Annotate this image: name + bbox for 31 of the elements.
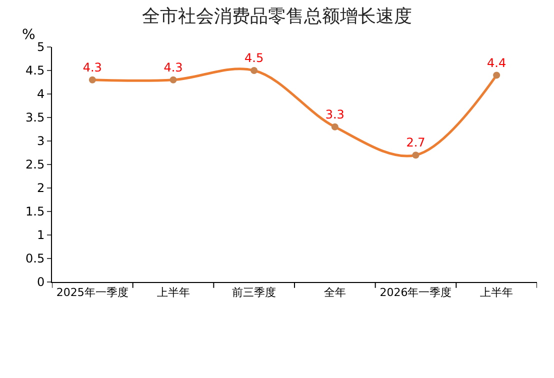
data-label: 4.3	[164, 60, 183, 75]
x-tick-label: 上半年	[156, 286, 190, 300]
data-label: 2.7	[406, 136, 426, 150]
y-tick-label: 5	[36, 40, 45, 54]
y-tick-label: 1.5	[26, 204, 45, 219]
x-tick-label: 全年	[324, 286, 346, 300]
point	[412, 152, 420, 159]
chart-title: 全市社会消费品零售总额增长速度	[142, 6, 412, 28]
point	[331, 123, 338, 130]
x-tick-label: 2025年一季度	[56, 286, 128, 300]
x-tick-label: 前三季度	[232, 286, 276, 300]
y-tick-label: 2	[36, 181, 45, 196]
x-tick-label: 上半年	[480, 286, 514, 300]
y-tick-label: 2.5	[26, 158, 45, 172]
y-tick-label: 4	[36, 87, 45, 102]
y-tick-label: 4.5	[26, 64, 45, 78]
point	[170, 76, 177, 84]
data-label: 4.5	[244, 51, 264, 66]
data-label: 4.3	[82, 60, 102, 75]
data-label: 4.4	[487, 56, 506, 70]
point	[88, 76, 96, 84]
y-tick-label: 0	[36, 275, 45, 290]
point	[493, 72, 500, 79]
y-tick-label: 3	[36, 134, 45, 148]
y-axis-title: %	[22, 27, 36, 43]
data-label: 3.3	[325, 108, 344, 122]
point	[250, 67, 258, 74]
y-tick-label: 0.5	[26, 252, 45, 266]
x-tick-label: 2026年一季度	[380, 286, 452, 300]
y-tick-label: 3.5	[26, 110, 45, 125]
y-tick-label: 1	[36, 228, 45, 242]
